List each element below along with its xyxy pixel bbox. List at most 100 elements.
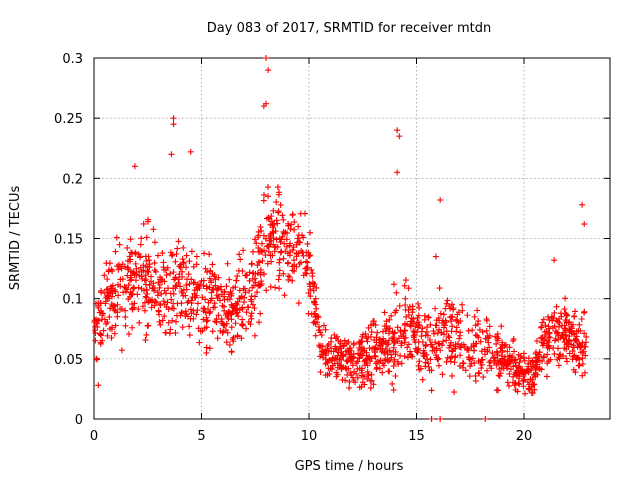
data-point <box>415 312 422 319</box>
data-point <box>385 337 392 344</box>
data-point <box>535 351 542 358</box>
data-point <box>259 248 266 255</box>
data-point <box>303 258 310 265</box>
data-point <box>215 274 222 281</box>
data-point <box>137 241 144 248</box>
data-point <box>225 291 232 298</box>
data-point <box>146 298 153 305</box>
data-point <box>276 272 283 279</box>
data-point <box>422 359 429 366</box>
data-point <box>488 365 495 372</box>
data-point <box>538 334 545 341</box>
data-point <box>480 374 487 381</box>
data-point <box>531 386 538 393</box>
data-point <box>359 372 366 379</box>
data-point <box>263 287 270 294</box>
data-point <box>137 254 144 261</box>
data-point <box>401 335 408 342</box>
data-point <box>464 312 471 319</box>
data-point <box>536 357 543 364</box>
data-point <box>99 310 106 317</box>
data-point <box>454 317 461 324</box>
data-point <box>444 297 451 304</box>
data-point <box>110 303 117 310</box>
data-point <box>179 256 186 263</box>
data-point <box>234 273 241 280</box>
data-point <box>554 318 561 325</box>
data-point <box>333 356 340 363</box>
data-point <box>159 250 166 257</box>
data-point <box>100 327 107 334</box>
data-point <box>195 325 202 332</box>
data-point <box>257 310 264 317</box>
data-point <box>140 220 147 227</box>
data-point <box>203 285 210 292</box>
data-point <box>193 253 200 260</box>
data-point <box>167 270 174 277</box>
data-point <box>304 259 311 266</box>
data-point <box>273 199 280 206</box>
data-point <box>296 260 303 267</box>
data-point <box>138 268 145 275</box>
data-point <box>207 308 214 315</box>
data-point <box>160 298 167 305</box>
data-point <box>448 328 455 335</box>
data-point <box>432 339 439 346</box>
data-point <box>188 297 195 304</box>
data-point <box>127 249 134 256</box>
data-point <box>275 276 282 283</box>
data-point <box>401 282 408 289</box>
data-point <box>219 302 226 309</box>
data-point <box>380 328 387 335</box>
data-point <box>127 256 134 263</box>
data-point <box>440 338 447 345</box>
data-point <box>129 285 136 292</box>
data-point <box>497 358 504 365</box>
data-point <box>561 306 568 313</box>
data-point <box>534 338 541 345</box>
data-point <box>98 332 105 339</box>
data-point <box>582 343 589 350</box>
data-point <box>246 277 253 284</box>
data-point <box>388 351 395 358</box>
data-point <box>95 317 102 324</box>
data-point <box>386 347 393 354</box>
data-point <box>496 365 503 372</box>
data-point <box>377 345 384 352</box>
data-point <box>534 361 541 368</box>
data-point <box>328 335 335 342</box>
data-point <box>435 362 442 369</box>
data-point <box>201 325 208 332</box>
data-point <box>517 353 524 360</box>
data-point <box>273 236 280 243</box>
data-point <box>211 300 218 307</box>
data-point <box>378 348 385 355</box>
data-point <box>313 305 320 312</box>
data-point <box>165 285 172 292</box>
data-point <box>159 317 166 324</box>
data-point <box>257 224 264 231</box>
data-point <box>176 271 183 278</box>
data-point <box>456 335 463 342</box>
data-point <box>268 258 275 265</box>
data-point <box>206 251 213 258</box>
data-point <box>143 331 150 338</box>
data-point <box>238 294 245 301</box>
data-point <box>448 318 455 325</box>
data-point <box>142 272 149 279</box>
data-point <box>156 318 163 325</box>
data-point <box>322 326 329 333</box>
data-point <box>144 322 151 329</box>
data-point <box>394 324 401 331</box>
data-point <box>549 324 556 331</box>
data-point <box>574 343 581 350</box>
data-point <box>194 307 201 314</box>
data-point <box>571 337 578 344</box>
data-point <box>290 244 297 251</box>
data-point <box>558 313 565 320</box>
data-point <box>424 355 431 362</box>
data-point <box>489 350 496 357</box>
data-point <box>207 268 214 275</box>
data-point <box>254 289 261 296</box>
data-point <box>232 320 239 327</box>
